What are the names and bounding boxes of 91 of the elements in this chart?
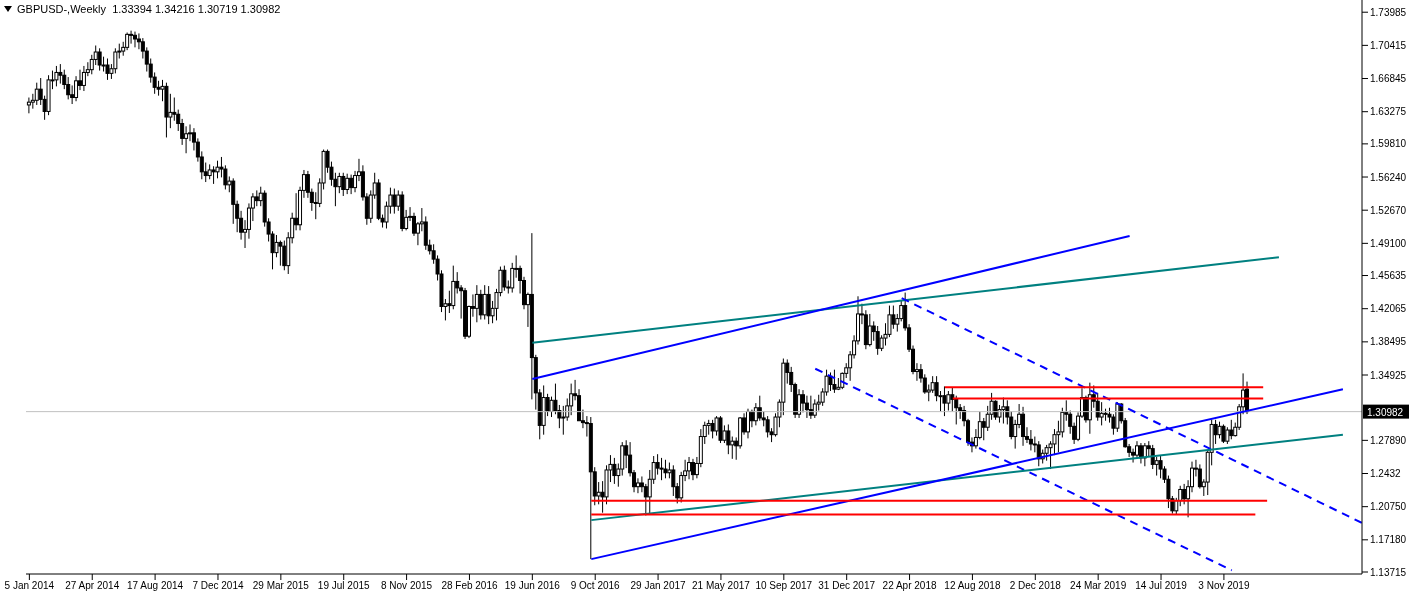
candlestick [950,386,955,412]
candlestick [549,396,554,418]
y-tick-label: 1.63275 [1370,106,1407,118]
candlestick [687,456,692,480]
x-tick-label: 10 Sep 2017 [755,580,813,592]
x-tick-label: 17 Aug 2014 [127,580,184,592]
candlestick [58,63,63,85]
y-tick-label: 1.17180 [1370,534,1407,546]
candlestick [714,415,719,437]
candlestick [282,240,287,271]
candlestick [341,172,346,197]
candlestick [1131,448,1136,464]
x-tick-label: 29 Mar 2015 [252,580,310,592]
candlestick [757,395,762,422]
candlestick [946,390,951,412]
candlestick [867,313,872,347]
x-tick-label: 19 Jun 2016 [504,580,561,592]
candlestick [612,457,617,485]
y-tick-label: 1.56240 [1370,171,1407,183]
candlestick [478,289,483,321]
candlestick [184,125,189,154]
x-tick-label: 3 Nov 2019 [1198,580,1250,592]
y-tick-label: 1.52670 [1370,204,1407,216]
candlestick [828,371,833,392]
x-tick-label: 28 Feb 2016 [441,580,498,592]
candlestick [690,458,695,481]
candlestick [129,30,134,45]
candlestick [231,177,236,225]
y-tick-label: 1.45635 [1370,270,1407,282]
candlestick [510,262,515,294]
candlestick [981,417,986,441]
y-tick-label: 1.38495 [1370,336,1407,348]
x-tick-label: 19 Jul 2015 [317,580,371,592]
candlestick [812,398,817,419]
candlestick [172,97,177,122]
candlestick [1158,455,1163,479]
candlestick [765,415,770,438]
y-tick-label: 1.27890 [1370,434,1407,446]
candlestick [659,457,664,481]
chart-title: GBPUSD-,Weekly 1.33394 1.34216 1.30719 1.30982 [17,3,281,15]
x-tick-label: 14 Jul 2019 [1135,580,1188,592]
candlestick [1142,442,1147,467]
x-tick-label: 29 Jan 2017 [630,580,687,592]
candlestick [745,408,750,439]
candlestick [561,405,566,436]
candlestick [1182,483,1187,505]
candlestick [392,188,397,215]
candlestick [1099,401,1104,426]
candlestick [278,240,283,267]
candlestick [808,395,813,420]
candlestick [1021,406,1026,447]
ref-line-label: 1.30982 [1367,406,1404,418]
candlestick [133,31,137,48]
candlestick [423,215,428,251]
candlestick [474,284,479,323]
y-tick-label: 1.66845 [1370,73,1407,85]
candlestick [26,97,31,114]
y-tick-label: 1.34925 [1370,369,1407,381]
y-tick-label: 1.2432 [1370,468,1402,480]
y-tick-label: 1.42065 [1370,303,1407,315]
candlestick [34,82,39,106]
candlestick [1028,429,1033,451]
x-tick-label: 7 Dec 2014 [192,580,244,592]
x-tick-label: 21 May 2017 [692,580,751,592]
y-tick-label: 1.59810 [1370,138,1407,150]
x-tick-label: 12 Aug 2018 [944,580,1001,592]
candlestick [486,285,491,325]
candlestick [942,385,947,417]
candlestick [349,174,354,195]
y-tick-label: 1.73985 [1370,6,1407,18]
candlestick [726,423,731,455]
candlestick [97,47,102,72]
x-tick-label: 31 Dec 2017 [818,580,876,592]
x-tick-label: 9 Oct 2016 [570,580,621,592]
y-tick-label: 1.49100 [1370,237,1407,249]
candlestick [345,173,350,195]
x-tick-label: 8 Nov 2015 [381,580,433,592]
candlestick [655,453,660,476]
y-tick-label: 1.20750 [1370,501,1407,513]
candlestick [797,388,802,419]
x-tick-label: 2 Dec 2018 [1009,580,1062,592]
x-tick-label: 22 Apr 2018 [882,580,937,592]
x-tick-label: 24 Mar 2019 [1070,580,1127,592]
candlestick [54,65,59,87]
candlestick [81,65,86,92]
x-tick-label: 5 Jan 2014 [4,580,55,592]
candlestick [671,464,676,497]
candlestick [1001,397,1006,425]
y-tick-label: 1.70415 [1370,39,1407,51]
y-tick-label: 1.13715 [1370,566,1407,578]
x-tick-label: 27 Apr 2014 [65,580,120,592]
